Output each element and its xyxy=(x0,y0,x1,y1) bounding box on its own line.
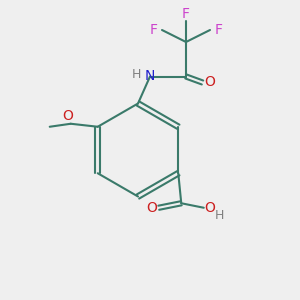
Text: H: H xyxy=(132,68,141,82)
Text: O: O xyxy=(62,109,73,123)
Text: F: F xyxy=(182,7,190,20)
Text: O: O xyxy=(205,76,215,89)
Text: O: O xyxy=(204,201,215,215)
Text: F: F xyxy=(214,23,222,37)
Text: N: N xyxy=(145,70,155,83)
Text: F: F xyxy=(150,23,158,37)
Text: H: H xyxy=(215,209,224,222)
Text: O: O xyxy=(146,201,157,215)
